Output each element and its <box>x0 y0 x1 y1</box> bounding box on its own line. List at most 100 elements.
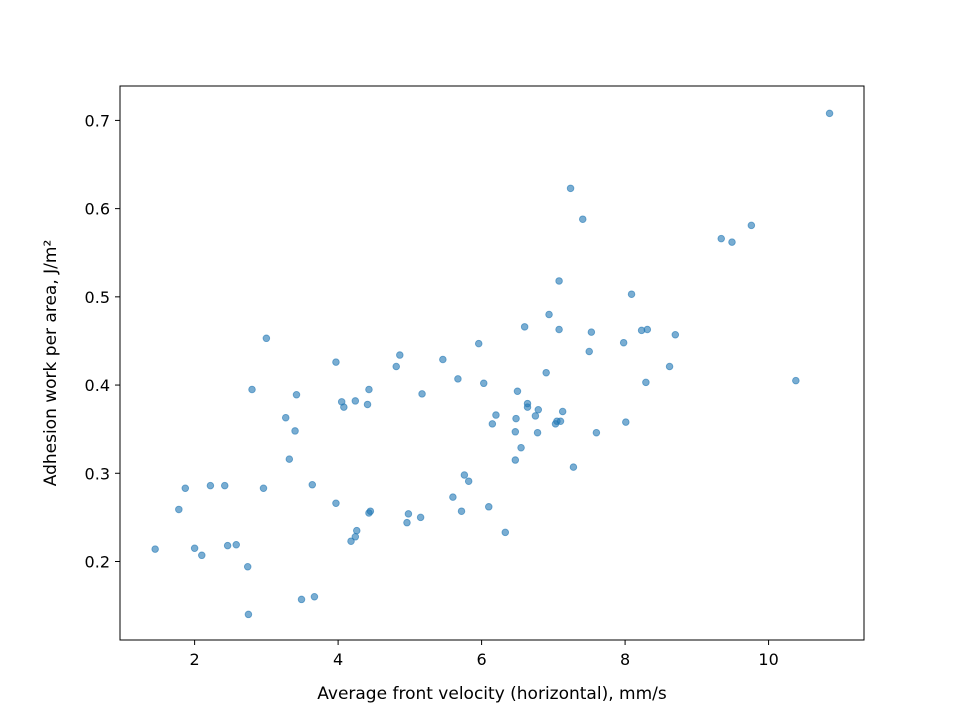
scatter-point <box>175 505 183 514</box>
scatter-point <box>492 411 500 419</box>
scatter-point <box>474 339 483 348</box>
y-tick-label: 0.7 <box>85 111 110 130</box>
scatter-point <box>569 463 578 471</box>
scatter-point <box>671 331 680 339</box>
scatter-point <box>531 412 540 420</box>
scatter-point <box>439 355 447 364</box>
scatter-point <box>501 528 510 537</box>
scatter-point <box>262 334 271 343</box>
scatter-point <box>403 518 411 527</box>
scatter-point <box>512 414 520 423</box>
scatter-point <box>533 428 542 437</box>
scatter-point <box>243 563 252 571</box>
scatter-point <box>825 109 834 118</box>
scatter-point <box>520 323 529 331</box>
scatter-point <box>556 417 565 425</box>
scatter-point <box>585 347 593 356</box>
y-axis-ticks: 0.2 0.3 0.4 0.5 0.6 0.7 <box>85 111 120 571</box>
scatter-point <box>460 471 469 479</box>
x-tick-label: 2 <box>190 650 200 669</box>
scatter-point <box>232 540 240 549</box>
scatter-point <box>297 595 306 604</box>
scatter-point <box>619 338 628 347</box>
scatter-point <box>310 593 319 601</box>
scatter-point <box>396 351 404 359</box>
scatter-point <box>479 379 488 388</box>
scatter-point <box>717 234 725 243</box>
scatter-point <box>206 481 215 490</box>
scatter-point <box>513 387 522 395</box>
scatter-point <box>665 362 674 371</box>
scatter-point <box>457 507 466 515</box>
scatter-point <box>523 399 532 408</box>
points-layer <box>151 109 834 619</box>
scatter-point <box>190 544 199 553</box>
scatter-point <box>332 499 340 508</box>
scatter-point <box>454 375 462 383</box>
y-tick-label: 0.5 <box>85 288 110 307</box>
x-axis-label: Average front velocity (horizontal), mm/… <box>317 684 667 704</box>
scatter-point <box>285 455 294 463</box>
scatter-point <box>643 325 652 334</box>
x-tick-label: 8 <box>620 650 630 669</box>
scatter-point <box>555 325 563 334</box>
scatter-point <box>244 610 253 619</box>
scatter-point <box>792 376 800 385</box>
scatter-point <box>281 413 290 422</box>
scatter-point <box>558 407 567 416</box>
scatter-point <box>248 385 256 394</box>
x-axis-ticks: 2 4 6 8 10 <box>190 640 779 669</box>
scatter-point <box>181 484 190 493</box>
scatter-point <box>365 385 373 394</box>
scatter-point <box>259 484 268 493</box>
scatter-point <box>332 358 340 366</box>
scatter-point <box>292 391 301 399</box>
scatter-point <box>622 418 630 426</box>
scatter-point <box>592 428 601 437</box>
scatter-point <box>351 533 360 541</box>
scatter-point <box>449 493 457 501</box>
y-tick-label: 0.2 <box>85 552 110 571</box>
y-tick-label: 0.6 <box>85 200 110 219</box>
scatter-point <box>347 537 355 545</box>
scatter-point <box>566 184 575 193</box>
scatter-point <box>351 397 360 405</box>
x-tick-label: 10 <box>758 650 778 669</box>
scatter-point <box>642 378 650 387</box>
scatter-point <box>485 503 493 511</box>
y-tick-label: 0.4 <box>85 376 110 395</box>
scatter-point <box>511 456 520 464</box>
scatter-point <box>291 427 299 435</box>
y-tick-label: 0.3 <box>85 464 110 483</box>
scatter-point <box>353 526 361 535</box>
scatter-point <box>392 362 400 371</box>
y-axis-label: Adhesion work per area, J/m² <box>41 240 61 487</box>
scatter-point <box>517 443 525 452</box>
scatter-point <box>555 277 563 285</box>
scatter-point <box>747 221 756 230</box>
x-tick-label: 4 <box>333 650 343 669</box>
scatter-point <box>363 400 372 409</box>
scatter-point <box>627 290 636 298</box>
scatter-point <box>340 403 348 411</box>
scatter-point <box>534 406 543 414</box>
scatter-point <box>220 481 229 490</box>
x-tick-label: 6 <box>477 650 487 669</box>
scatter-point <box>728 238 736 246</box>
scatter-point <box>488 420 497 428</box>
scatter-point <box>464 477 473 485</box>
scatter-point <box>416 513 425 522</box>
scatter-point <box>404 510 413 518</box>
scatter-point <box>198 551 206 560</box>
scatter-point <box>579 215 587 223</box>
scatter-point <box>418 390 426 398</box>
plot-frame <box>119 85 865 641</box>
scatter-point <box>587 328 596 336</box>
scatter-point <box>542 368 550 377</box>
scatter-point <box>511 428 520 436</box>
scatter-point <box>223 541 232 550</box>
scatter-point <box>545 310 553 319</box>
